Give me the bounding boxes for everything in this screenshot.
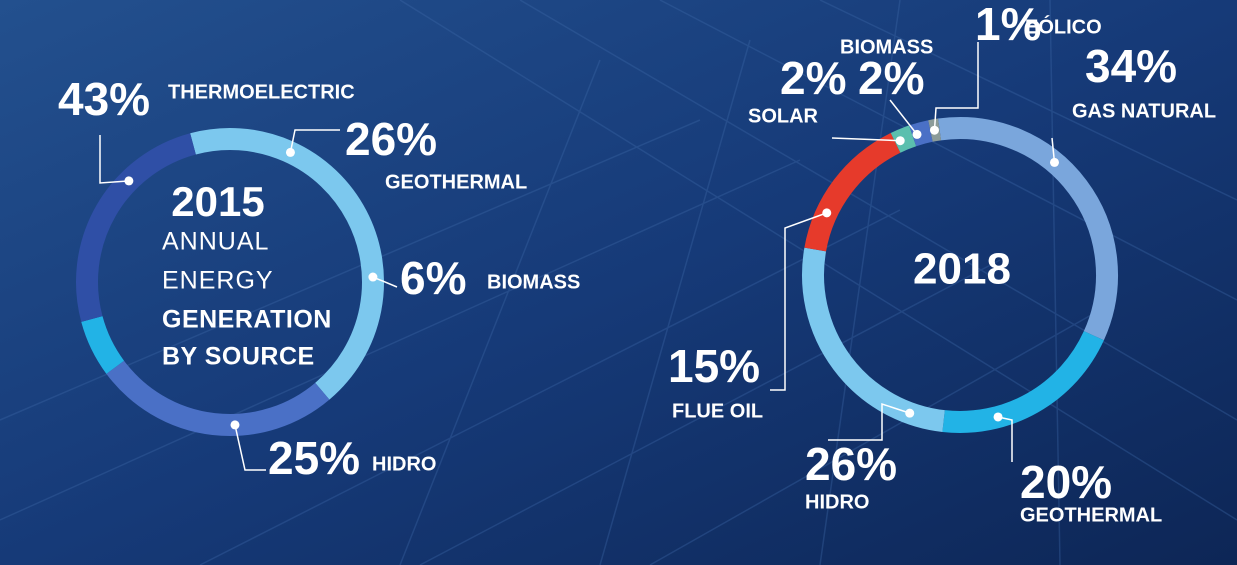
subtitle-emphasis: GENERATION xyxy=(162,306,332,334)
subtitle-line: ENERGY xyxy=(162,267,274,295)
category-label: THERMOELECTRIC xyxy=(168,81,355,103)
subtitle-emphasis: BY SOURCE xyxy=(162,343,315,371)
infographic: 2015 ANNUAL ENERGY GENERATION BY SOURCE … xyxy=(0,0,1237,565)
value-label: 25% xyxy=(268,432,360,484)
category-label: GEOTHERMAL xyxy=(1020,504,1162,526)
leader-dot xyxy=(905,409,914,418)
value-label: 34% xyxy=(1085,40,1177,92)
value-label: 20% xyxy=(1020,456,1112,508)
leader-dot xyxy=(368,273,377,282)
category-label: BIOMASS xyxy=(840,36,933,58)
chart-title: 2018 xyxy=(913,245,1011,294)
leader-dot xyxy=(913,130,922,139)
value-label: 26% xyxy=(805,438,897,490)
category-label: GAS NATURAL xyxy=(1072,100,1216,122)
leader-dot xyxy=(930,126,939,135)
value-label: 26% xyxy=(345,113,437,165)
value-label: 15% xyxy=(668,340,760,392)
chart-title: 2015 xyxy=(171,178,264,225)
subtitle-line: ANNUAL xyxy=(162,228,269,256)
category-label: HIDRO xyxy=(805,491,869,513)
leader-dot xyxy=(124,176,133,185)
value-label: 6% xyxy=(400,252,466,304)
leader-dot xyxy=(896,136,905,145)
value-label: 2% xyxy=(858,52,924,104)
value-label: 43% xyxy=(58,73,150,125)
leader-dot xyxy=(822,208,831,217)
category-label: EÓLICO xyxy=(1025,14,1102,38)
category-label: GEOTHERMAL xyxy=(385,171,527,193)
leader-dot xyxy=(994,412,1003,421)
category-label: FLUE OIL xyxy=(672,400,763,422)
category-label: BIOMASS xyxy=(487,271,580,293)
leader-dot xyxy=(230,420,239,429)
category-label: SOLAR xyxy=(748,105,819,127)
leader-dot xyxy=(286,148,295,157)
category-label: HIDRO xyxy=(372,453,436,475)
value-label: 2% xyxy=(780,52,846,104)
leader-dot xyxy=(1050,158,1059,167)
